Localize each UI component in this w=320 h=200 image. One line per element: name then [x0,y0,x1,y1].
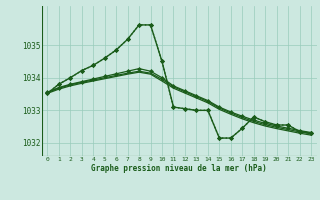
X-axis label: Graphe pression niveau de la mer (hPa): Graphe pression niveau de la mer (hPa) [91,164,267,173]
